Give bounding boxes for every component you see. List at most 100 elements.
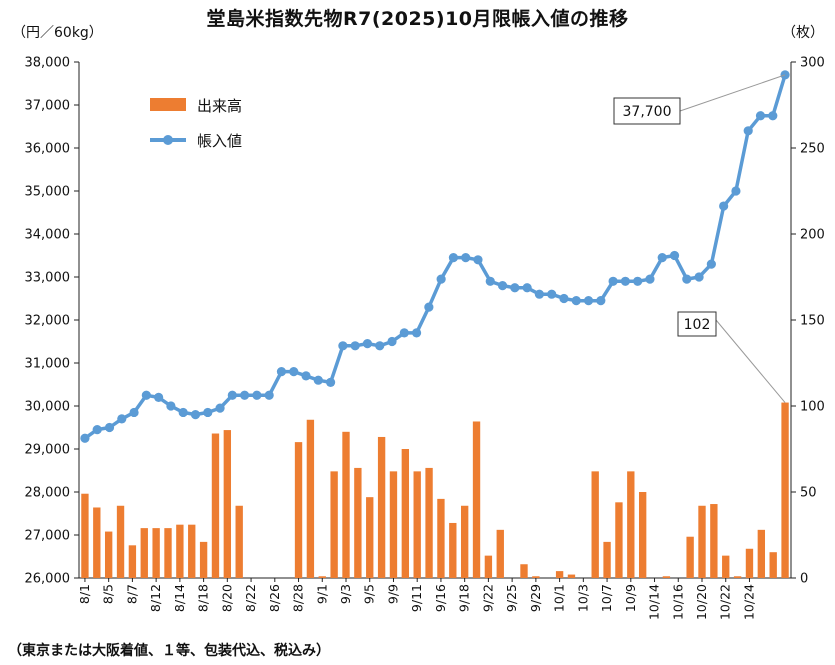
settlement-point (620, 276, 630, 286)
volume-bar (555, 571, 564, 578)
x-tick-label: 8/20 (219, 584, 234, 612)
volume-bar (152, 528, 160, 578)
left-tick-label: 28,000 (25, 486, 71, 501)
callout-text-102: 102 (684, 317, 711, 333)
settlement-point (362, 339, 373, 349)
left-tick-label: 29,000 (25, 443, 71, 458)
x-tick-label: 8/28 (291, 584, 306, 612)
settlement-point (706, 259, 716, 269)
x-tick-label: 8/18 (196, 584, 211, 612)
settlement-point (547, 289, 557, 299)
footnote: （東京または大阪着値、１等、包装代込、税込み） (8, 643, 330, 659)
volume-bar (532, 576, 540, 578)
x-tick-label: 9/3 (338, 584, 353, 604)
settlement-point (104, 422, 115, 433)
settlement-point (571, 296, 581, 306)
x-tick-label: 10/3 (575, 584, 590, 612)
volume-bar (722, 555, 730, 578)
left-tick-label: 30,000 (25, 400, 71, 415)
settlement-point (669, 250, 680, 261)
settlement-point (497, 281, 508, 291)
settlement-point (436, 274, 446, 284)
x-tick-label: 9/9 (385, 584, 400, 604)
settlement-point (178, 407, 188, 418)
settlement-point (387, 336, 397, 347)
volume-bar (745, 548, 754, 578)
left-tick-label: 33,000 (25, 271, 71, 286)
callout-leader-102 (715, 319, 786, 403)
settlement-point (657, 253, 667, 263)
left-tick-label: 26,000 (25, 572, 71, 587)
left-tick-label: 35,000 (25, 185, 71, 200)
x-tick-label: 8/12 (148, 584, 163, 612)
settlement-point (461, 253, 471, 263)
x-tick-label: 9/22 (480, 584, 495, 612)
settlement-point (129, 407, 139, 418)
left-tick-label: 31,000 (25, 357, 71, 372)
volume-bar (567, 574, 576, 578)
volume-bar (235, 505, 243, 578)
volume-bar (591, 471, 599, 578)
volume-bar (330, 471, 338, 578)
volume-bar (781, 402, 789, 578)
left-tick-label: 34,000 (25, 228, 71, 243)
volume-bar (733, 576, 742, 578)
callout-box-37700 (613, 97, 681, 125)
volume-bar (128, 545, 137, 578)
settlement-point (313, 375, 323, 385)
settlement-point (755, 111, 766, 121)
settlement-point (682, 274, 692, 284)
settlement-point (289, 367, 299, 377)
callouts: 37,700 102 (613, 74, 786, 403)
volume-bar (710, 504, 718, 578)
x-tick-label: 10/20 (694, 584, 709, 620)
settlement-point (227, 390, 237, 400)
settlement-point (510, 283, 520, 293)
settlement-point (399, 328, 409, 338)
volume-bar (460, 505, 469, 578)
volume-bar (354, 467, 362, 578)
left-tick-label: 32,000 (25, 314, 71, 329)
settlement-point (719, 201, 729, 211)
right-tick-label: 100 (800, 400, 825, 415)
callout-box-102 (677, 311, 717, 337)
legend-label-volume: 出来高 (197, 97, 242, 115)
volume-bar (449, 522, 457, 578)
settlement-point (338, 341, 348, 351)
x-tick-label: 10/7 (599, 584, 614, 612)
volume-bar (140, 528, 148, 578)
volume-bar (698, 505, 706, 578)
volume-bar (211, 433, 220, 578)
settlement-point (350, 341, 360, 351)
volume-bar (638, 492, 647, 578)
x-axis: 8/1 8/5 8/7 8/12 8/14 8/18 8/20 8/22 8/26 8/28 9/1… (77, 578, 756, 620)
settlement-point (768, 111, 778, 121)
x-tick-label: 9/11 (409, 584, 424, 612)
left-tick-label: 36,000 (25, 142, 71, 157)
settlement-point (645, 274, 655, 284)
legend-swatch-settlement-marker (163, 135, 173, 145)
volume-bar (520, 564, 528, 578)
x-tick-label: 10/24 (741, 584, 756, 620)
settlement-point (166, 401, 176, 411)
x-tick-label: 10/14 (647, 584, 662, 620)
volume-bar (603, 541, 611, 578)
volume-bar (116, 505, 125, 578)
volume-bar (188, 524, 196, 578)
legend: 出来高 帳入値 (150, 97, 242, 150)
volume-bar (662, 576, 671, 578)
volume-bar (104, 531, 113, 578)
settlement-point (522, 283, 532, 293)
x-tick-label: 9/1 (314, 584, 329, 604)
volume-bar (496, 529, 504, 578)
legend-swatch-volume (150, 98, 186, 111)
right-tick-label: 300 (800, 56, 825, 71)
settlement-point (731, 186, 741, 196)
right-tick-label: 200 (800, 228, 825, 243)
x-tick-label: 10/1 (552, 584, 567, 612)
left-tick-label: 27,000 (25, 529, 71, 544)
settlement-point (448, 253, 459, 263)
x-tick-label: 9/16 (433, 584, 448, 612)
settlement-point (534, 289, 545, 299)
